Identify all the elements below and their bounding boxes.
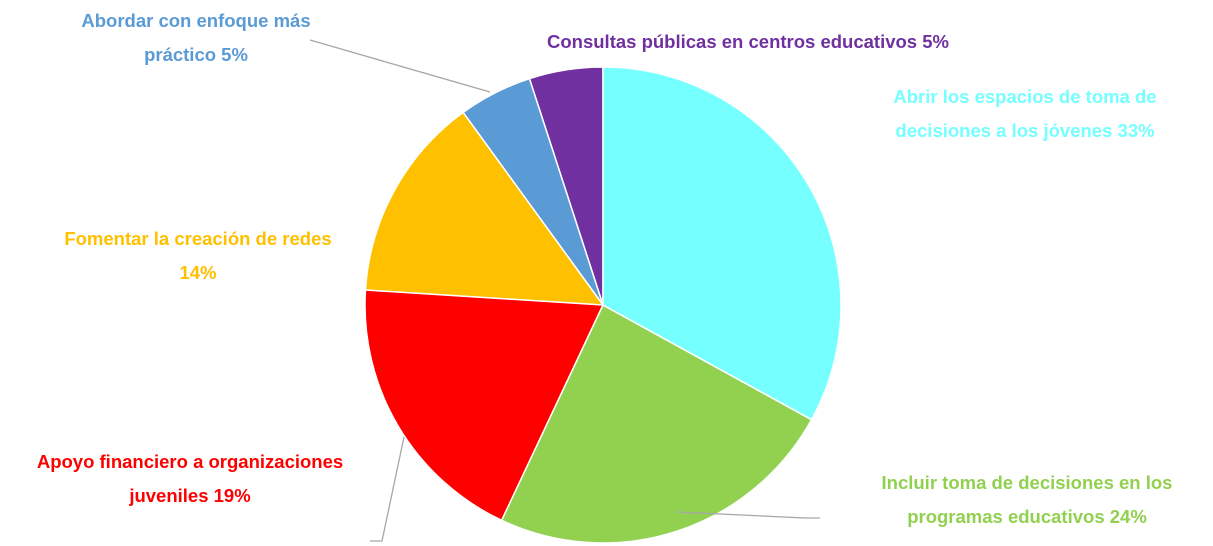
category-label: Incluir toma de decisiones en los progra… — [881, 472, 1173, 527]
leader-line — [676, 511, 820, 519]
pie-slice — [500, 303, 813, 544]
value-label: 5% — [221, 44, 248, 65]
value-label: 33% — [1117, 120, 1155, 141]
data-label: Incluir toma de decisiones en los progra… — [832, 466, 1213, 534]
pie-slice — [364, 289, 605, 522]
category-label: Abordar con enfoque más práctico — [81, 10, 311, 65]
value-label: 14% — [179, 262, 217, 283]
category-label: Apoyo financiero a organizaciones juveni… — [36, 451, 344, 506]
leader-line — [370, 436, 405, 542]
data-label: Apoyo financiero a organizaciones juveni… — [25, 445, 355, 513]
data-label: Consultas públicas en centros educativos… — [438, 25, 1058, 59]
pie-slice — [602, 66, 842, 421]
value-label: 19% — [213, 485, 251, 506]
category-label: Consultas públicas en centros educativos — [547, 31, 918, 52]
category-label: Fomentar la creación de redes — [64, 228, 332, 249]
data-label: Abrir los espacios de toma de decisiones… — [860, 80, 1190, 148]
leader-line — [309, 39, 491, 93]
category-label: Abrir los espacios de toma de decisiones… — [893, 86, 1157, 141]
value-label: 24% — [1109, 506, 1147, 527]
pie-slice — [364, 111, 605, 306]
data-label: Abordar con enfoque más práctico 5% — [71, 4, 321, 72]
data-label: Fomentar la creación de redes 14% — [63, 222, 333, 290]
value-label: 5% — [922, 31, 949, 52]
